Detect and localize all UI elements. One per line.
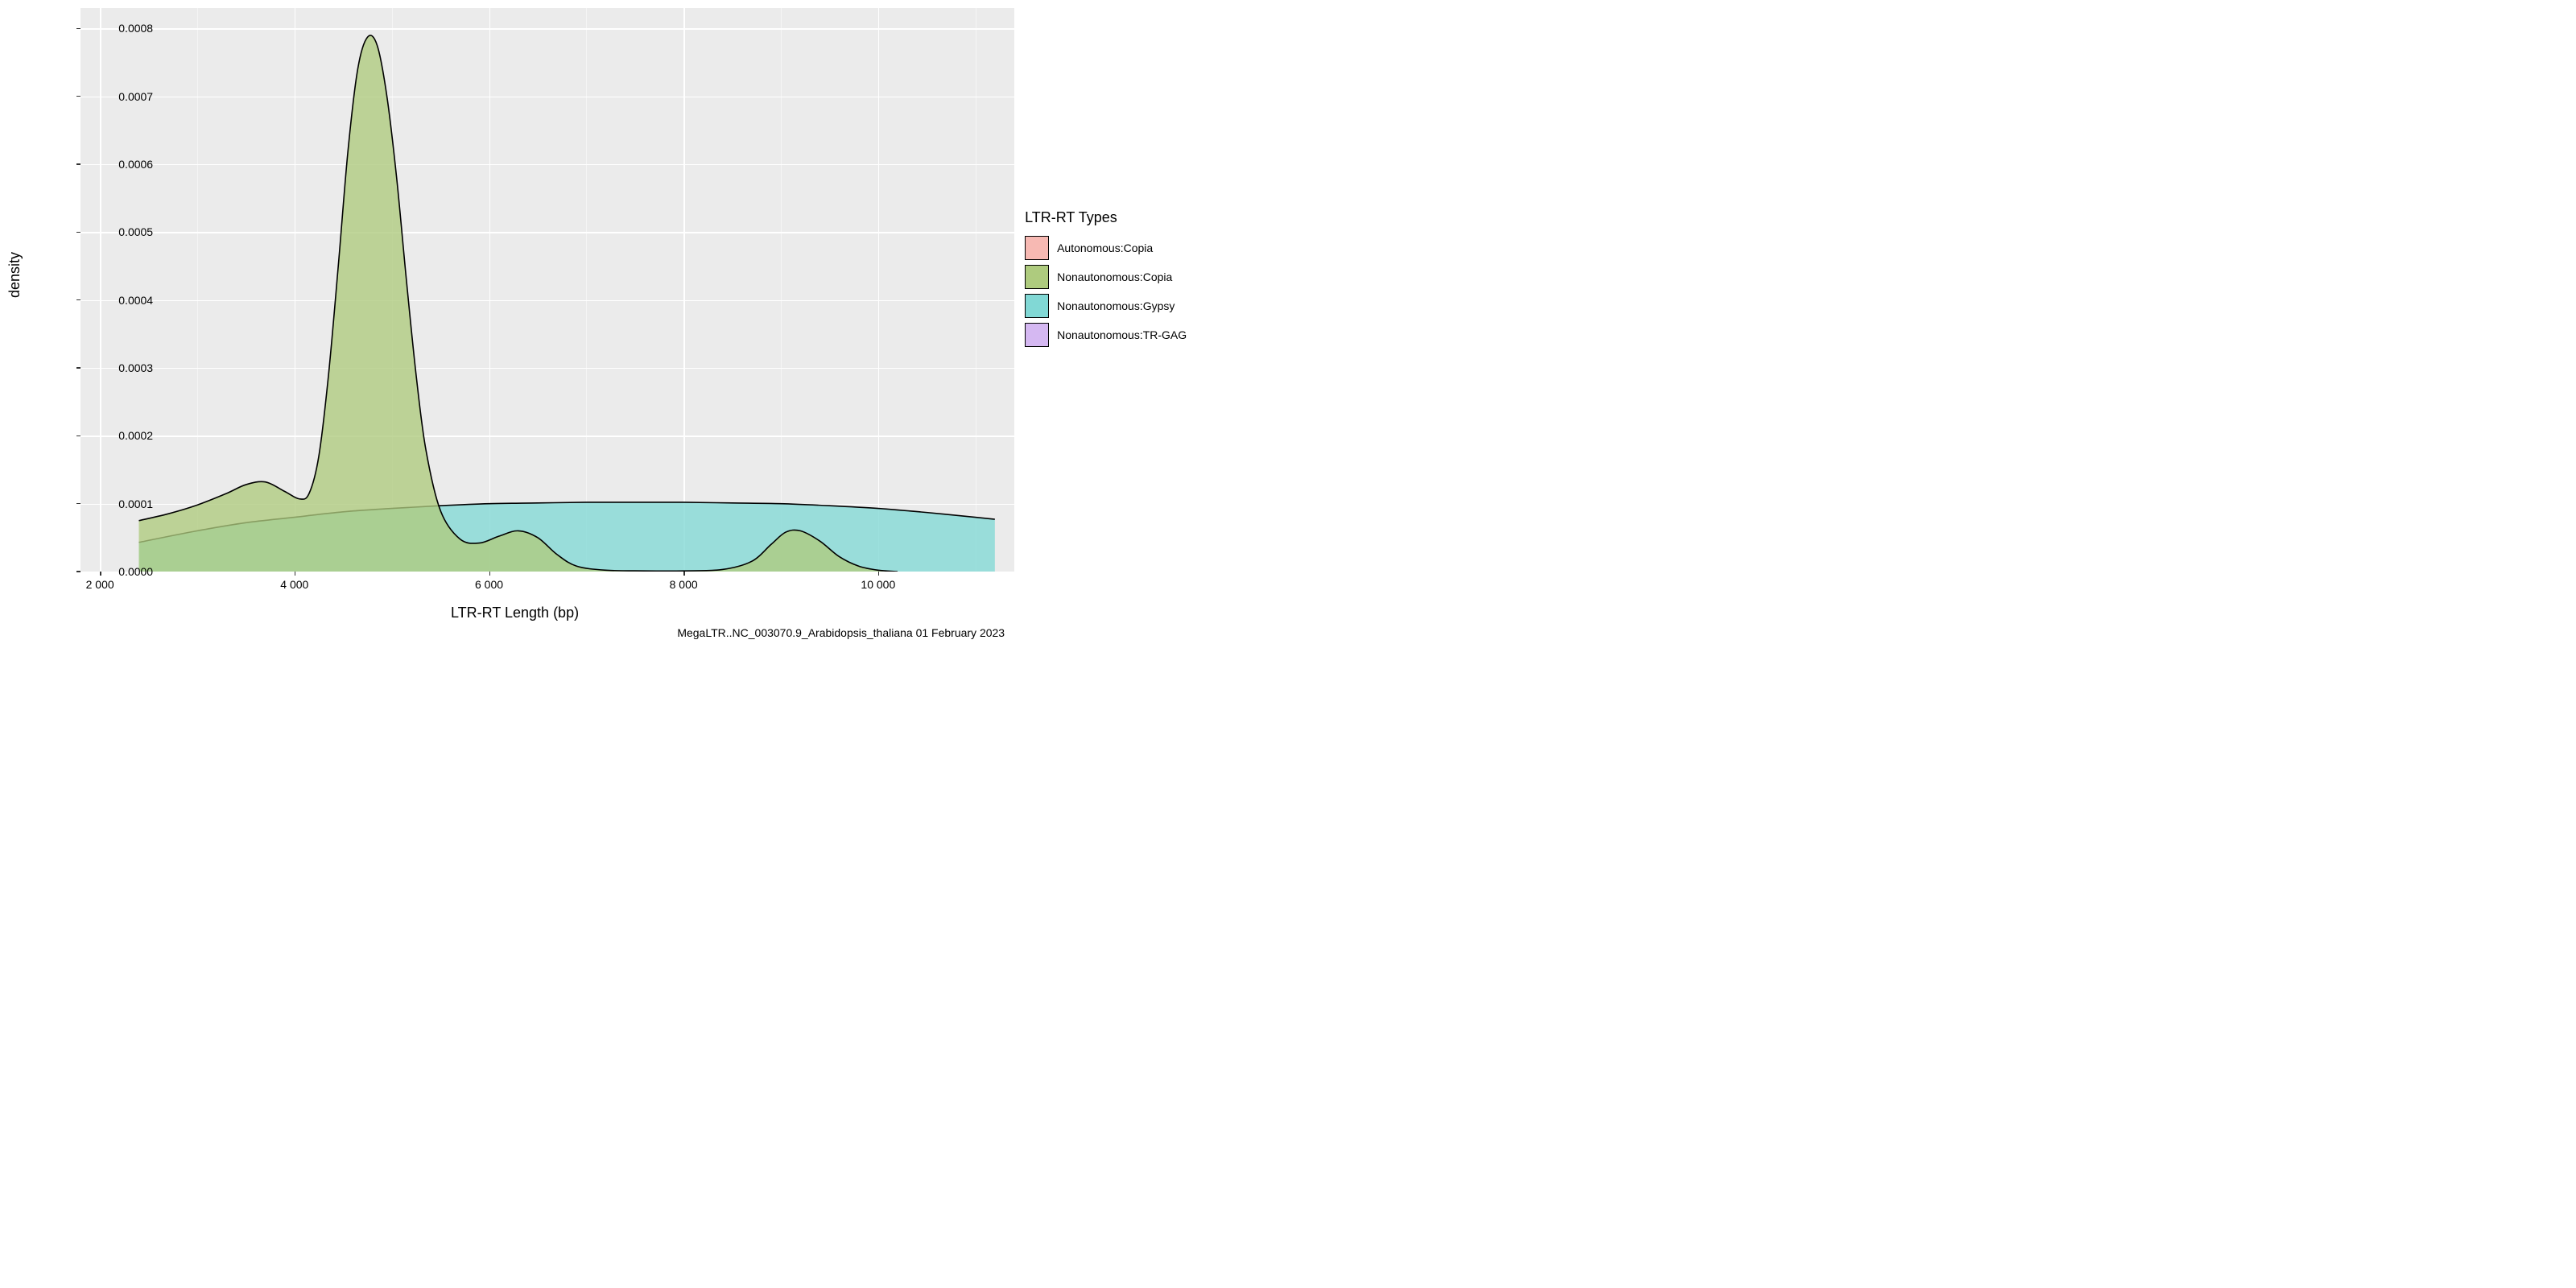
y-tick-label: 0.0005 [118, 225, 153, 238]
density-plot-svg [80, 8, 1014, 572]
y-tick-label: 0.0000 [118, 565, 153, 578]
y-tick-mark [76, 96, 80, 97]
y-tick-mark [76, 571, 80, 572]
y-tick-label: 0.0004 [118, 294, 153, 307]
y-axis-label: density [6, 252, 23, 298]
x-tick-mark [489, 572, 491, 576]
legend-item: Autonomous:Copia [1025, 236, 1288, 260]
legend-label: Autonomous:Copia [1057, 242, 1153, 254]
chart-caption: MegaLTR..NC_003070.9_Arabidopsis_thalian… [677, 626, 1005, 639]
x-tick-mark [683, 572, 685, 576]
x-axis-label: LTR-RT Length (bp) [451, 605, 579, 621]
x-tick-label: 6 000 [475, 578, 503, 591]
x-tick-mark [295, 572, 296, 576]
y-tick-label: 0.0002 [118, 429, 153, 442]
x-tick-label: 10 000 [861, 578, 895, 591]
y-tick-label: 0.0006 [118, 158, 153, 171]
legend-swatch [1025, 294, 1049, 318]
legend-item: Nonautonomous:TR-GAG [1025, 323, 1288, 347]
y-tick-mark [76, 299, 80, 301]
legend-swatch [1025, 323, 1049, 347]
y-tick-mark [76, 28, 80, 30]
legend-label: Nonautonomous:TR-GAG [1057, 328, 1187, 341]
y-tick-mark [76, 367, 80, 369]
x-tick-label: 8 000 [670, 578, 698, 591]
grid-line-h [80, 572, 1014, 573]
y-tick-mark [76, 163, 80, 165]
y-tick-mark [76, 232, 80, 233]
legend-item: Nonautonomous:Gypsy [1025, 294, 1288, 318]
legend-item: Nonautonomous:Copia [1025, 265, 1288, 289]
y-tick-label: 0.0007 [118, 90, 153, 103]
legend-label: Nonautonomous:Gypsy [1057, 299, 1174, 312]
y-tick-mark [76, 503, 80, 505]
chart-panel: density LTR-RT Length (bp) MegaLTR..NC_0… [0, 0, 1013, 644]
legend: LTR-RT Types Autonomous:Copia Nonautonomo… [1013, 0, 1288, 644]
x-tick-mark [878, 572, 880, 576]
x-tick-mark [100, 572, 101, 576]
legend-label: Nonautonomous:Copia [1057, 270, 1172, 283]
y-tick-label: 0.0001 [118, 497, 153, 510]
x-tick-label: 4 000 [280, 578, 308, 591]
y-tick-label: 0.0008 [118, 22, 153, 35]
y-tick-mark [76, 436, 80, 437]
legend-swatch [1025, 236, 1049, 260]
y-tick-label: 0.0003 [118, 361, 153, 374]
legend-swatch [1025, 265, 1049, 289]
density-fill-nonautonomous-copia [139, 35, 898, 572]
chart-container: density LTR-RT Length (bp) MegaLTR..NC_0… [0, 0, 1288, 644]
x-tick-label: 2 000 [86, 578, 114, 591]
legend-title: LTR-RT Types [1025, 209, 1288, 226]
